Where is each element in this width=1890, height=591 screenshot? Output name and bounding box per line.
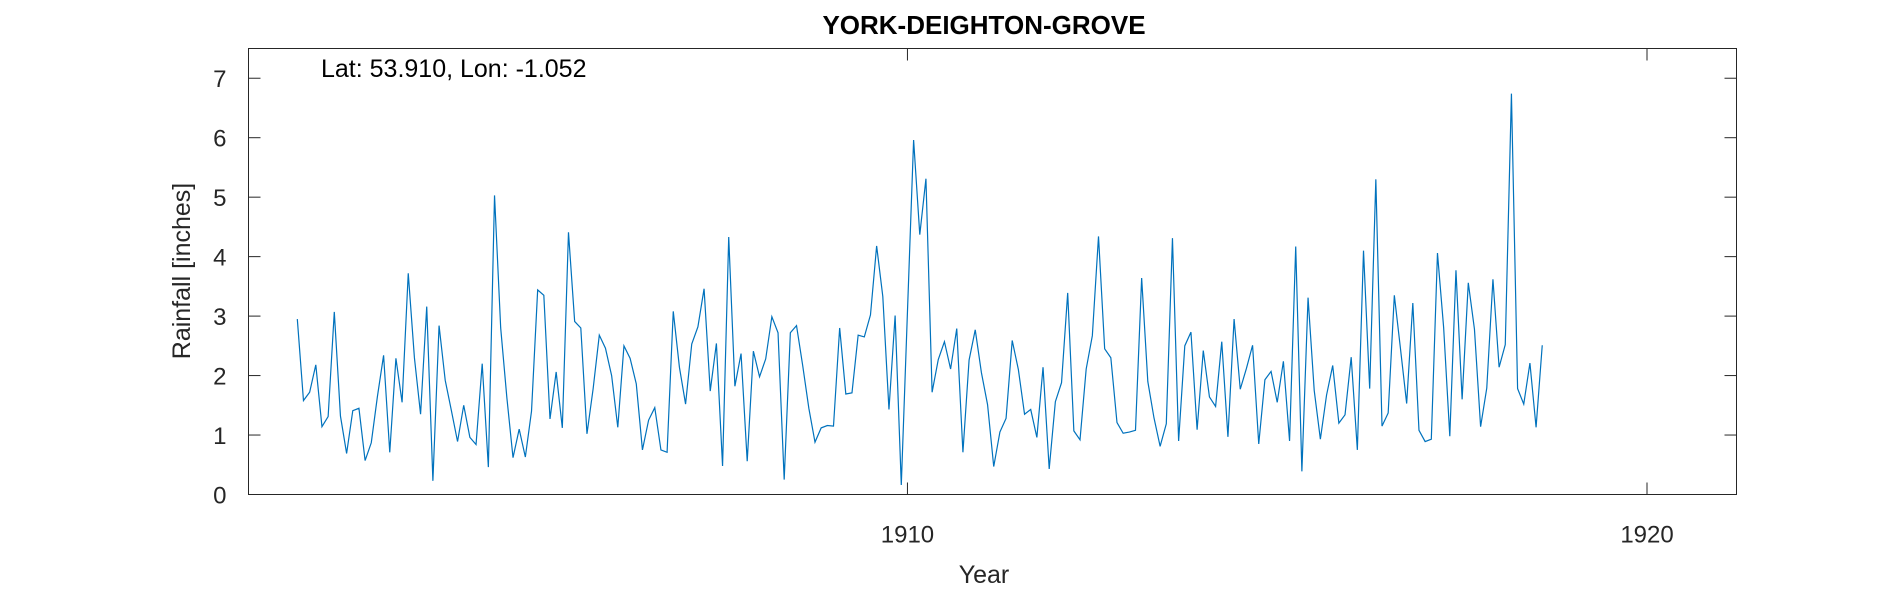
series-line	[296, 93, 1543, 486]
plot-frame	[248, 48, 1737, 495]
chart-title: YORK-DEIGHTON-GROVE	[822, 10, 1145, 40]
y-axis-ticks: 0 1 2 3 4 5 6 7	[213, 66, 1737, 510]
y-tick-label: 1	[213, 423, 226, 450]
x-axis-ticks: 1910 1920	[881, 48, 1674, 549]
y-tick-label: 3	[213, 304, 226, 331]
y-tick-label: 7	[213, 66, 226, 93]
y-tick-label: 5	[213, 185, 226, 212]
y-tick-label: 0	[213, 483, 226, 510]
y-axis-label: Rainfall [inches]	[168, 183, 196, 359]
x-tick-label: 1910	[881, 522, 934, 549]
y-tick-label: 6	[213, 126, 226, 153]
station-annotation: Lat: 53.910, Lon: -1.052	[321, 55, 587, 83]
y-tick-label: 4	[213, 245, 226, 272]
y-tick-label: 2	[213, 364, 226, 391]
x-tick-label: 1920	[1620, 522, 1673, 549]
x-axis-label: Year	[959, 561, 1010, 589]
